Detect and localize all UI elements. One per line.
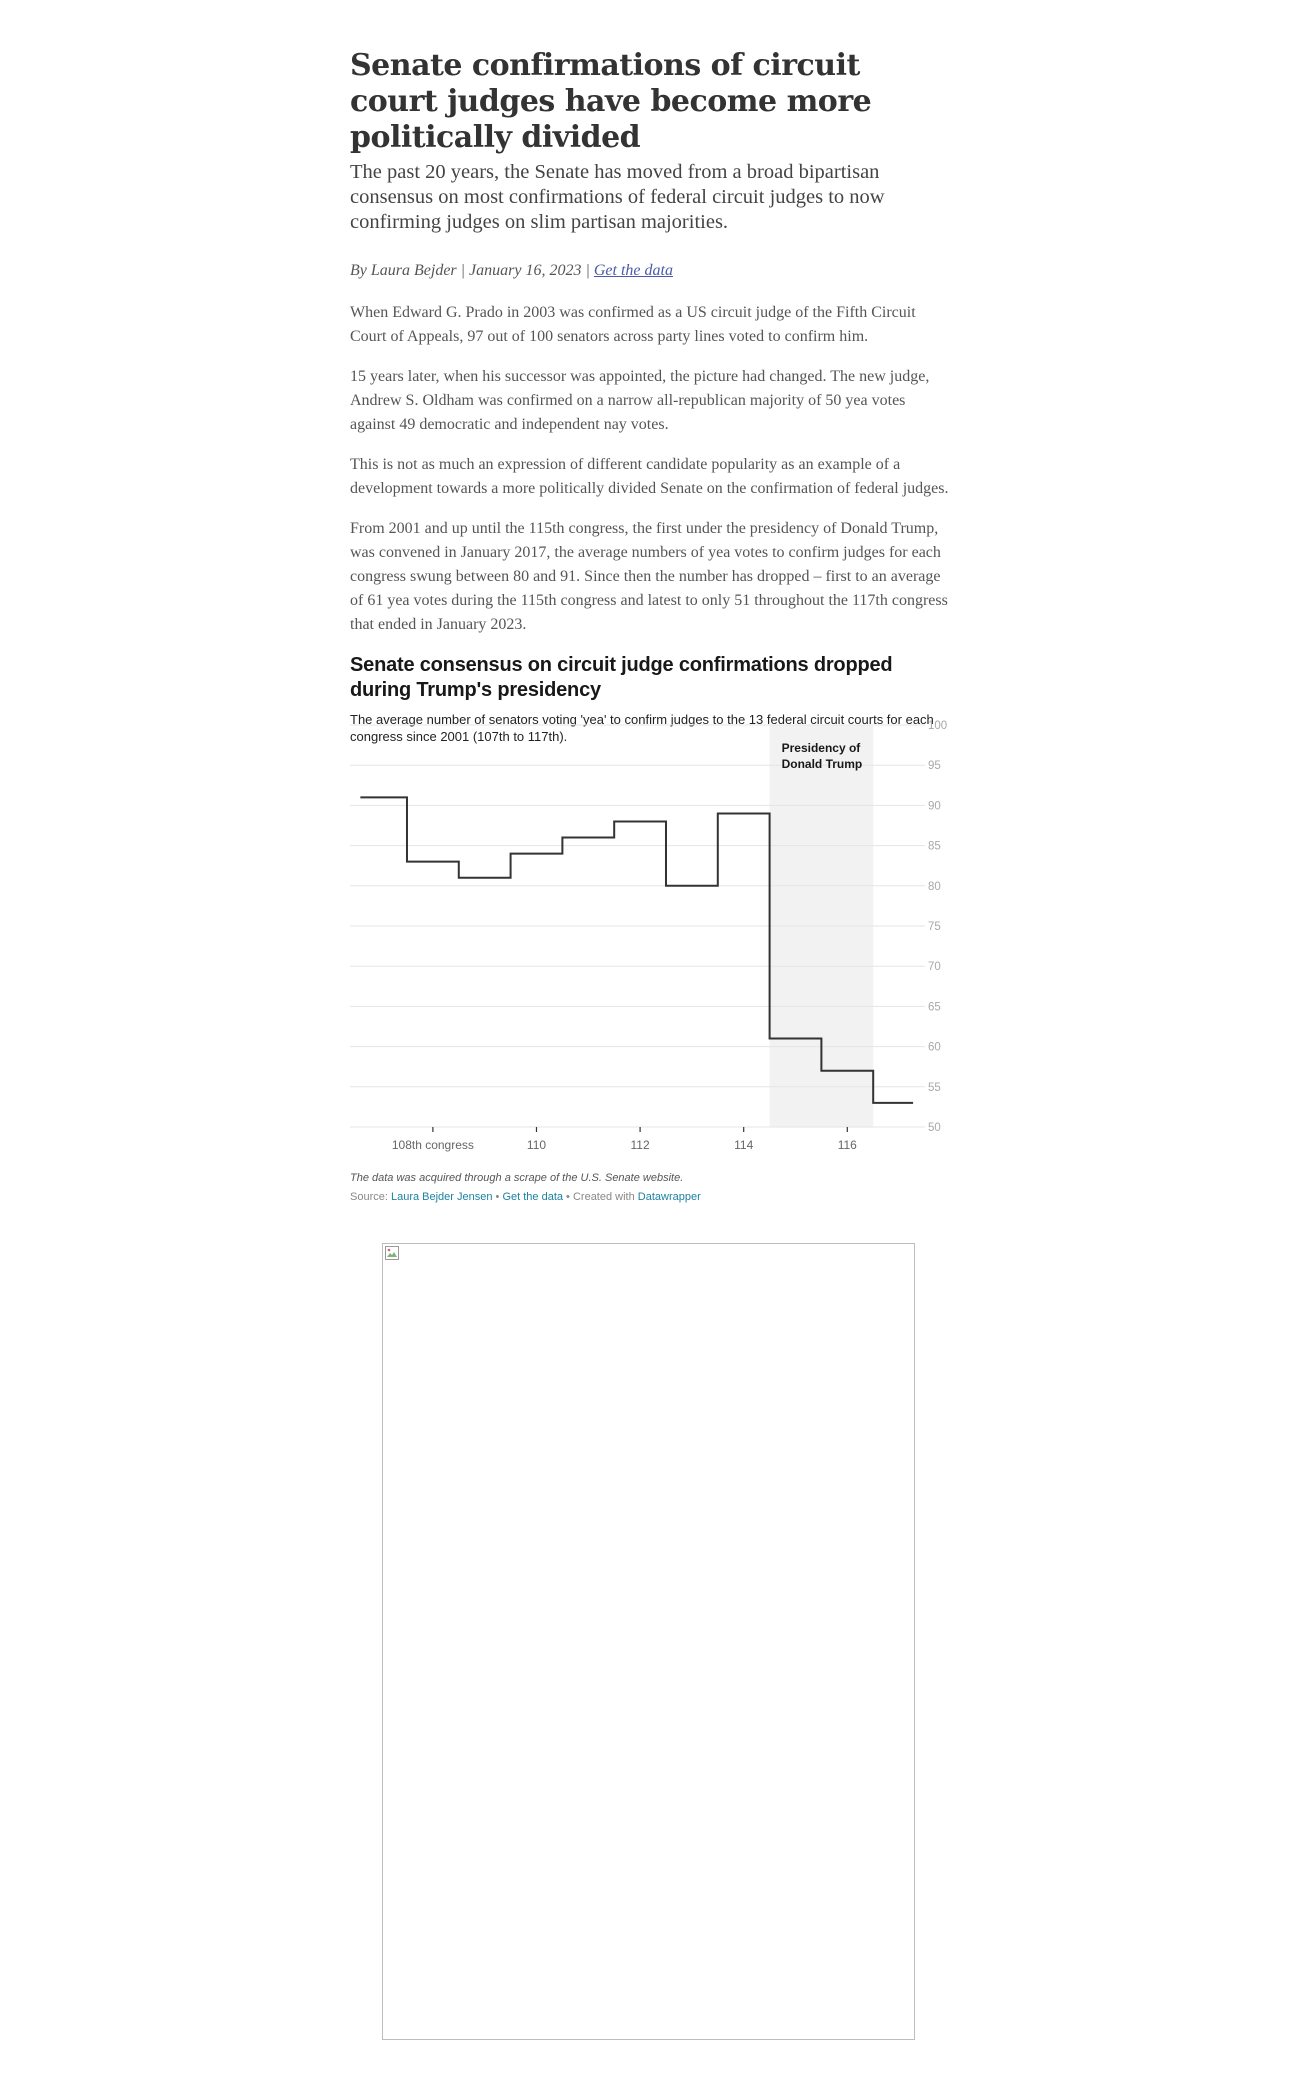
chart-subtitle: The average number of senators voting 'y… xyxy=(350,712,934,744)
y-tick-label: 95 xyxy=(928,760,941,772)
step-chart: 50 55 60 65 70 75 80 85 90 95 100 108th congress 11… xyxy=(350,720,947,1152)
article: Senate confirmations of circuit court ju… xyxy=(350,0,950,745)
embedded-image-placeholder xyxy=(382,1243,915,2040)
series-line xyxy=(360,796,914,1104)
paragraph-1: When Edward G. Prado in 2003 was confirm… xyxy=(350,304,916,345)
source-author-link[interactable]: Laura Bejder Jensen xyxy=(390,1191,493,1203)
chart-source: Source: Laura Bejder Jensen • Get the da… xyxy=(350,1190,950,1204)
created-with-text: • Created with xyxy=(563,1191,638,1203)
x-tick-label: 110 xyxy=(527,1138,546,1152)
y-tick-label: 100 xyxy=(928,720,947,732)
line-layer xyxy=(360,796,914,1104)
broken-image-icon xyxy=(385,1246,399,1260)
y-tick-label: 80 xyxy=(928,881,941,893)
get-the-data-link[interactable]: Get the data xyxy=(593,262,673,279)
x-tick-layer: 108th congress 110 112 114 116 xyxy=(392,1127,857,1152)
byline: By Laura Bejder | January 16, 2023 | Get… xyxy=(350,261,950,281)
y-tick-label: 90 xyxy=(928,800,941,812)
grid-layer xyxy=(350,724,925,1128)
y-tick-label: 75 xyxy=(928,921,941,933)
y-tick-label: 50 xyxy=(928,1122,941,1134)
source-separator: • xyxy=(492,1191,503,1203)
x-tick-label: 112 xyxy=(631,1138,650,1152)
datawrapper-link[interactable]: Datawrapper xyxy=(637,1191,701,1203)
y-tick-layer: 50 55 60 65 70 75 80 85 90 95 100 xyxy=(928,720,947,1134)
x-tick-label: 108th congress xyxy=(392,1138,474,1152)
paragraph-4: From 2001 and up until the 115th congres… xyxy=(350,520,948,633)
chart-notes: The data was acquired through a scrape o… xyxy=(350,1172,684,1184)
y-tick-label: 85 xyxy=(928,841,941,853)
x-tick-label: 114 xyxy=(734,1138,753,1152)
paragraph-2: 15 years later, when his successor was a… xyxy=(350,368,930,433)
page-title: Senate confirmations of circuit court ju… xyxy=(350,48,872,155)
byline-text: By Laura Bejder | January 16, 2023 | xyxy=(350,262,594,279)
y-tick-label: 55 xyxy=(928,1082,941,1094)
y-tick-label: 65 xyxy=(928,1001,941,1013)
chart-title: Senate consensus on circuit judge confir… xyxy=(350,654,893,701)
chart-container: 50 55 60 65 70 75 80 85 90 95 100 108th congress 11… xyxy=(350,715,960,1165)
shade-label-line-1: Presidency of xyxy=(782,741,862,755)
article-dek: The past 20 years, the Senate has moved … xyxy=(350,161,885,233)
chart-get-data-link[interactable]: Get the data xyxy=(502,1191,563,1203)
source-prefix: Source: xyxy=(350,1191,391,1203)
shade-label-line-2: Donald Trump xyxy=(782,757,863,771)
y-tick-label: 70 xyxy=(928,961,941,973)
x-tick-label: 116 xyxy=(838,1138,857,1152)
y-tick-label: 60 xyxy=(928,1042,941,1054)
paragraph-3: This is not as much an expression of dif… xyxy=(350,456,949,497)
